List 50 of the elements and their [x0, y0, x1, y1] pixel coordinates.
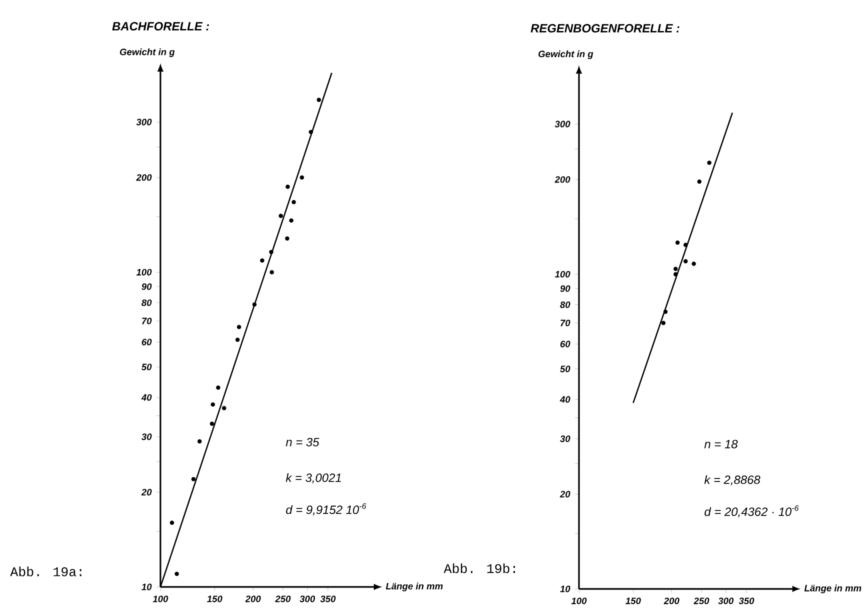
chart-title: REGENBOGENFORELLE :: [530, 24, 680, 33]
y-axis-title: Gewicht in g: [538, 50, 594, 60]
annotation: d = 9,9152 10$^{-6}$: [286, 503, 366, 516]
annotation: d = 20,4362 · 10$^{-6}$: [704, 505, 799, 518]
annotation: k = 3,0021: [286, 473, 341, 484]
caption: Abb. 19a:: [10, 566, 82, 576]
x-tick-label: 150: [626, 598, 641, 604]
y-tick-label: 20: [560, 490, 570, 498]
caption: Abb. 19b:: [444, 563, 515, 574]
chart-title: BACHFORELLE :: [112, 22, 210, 31]
y-tick-label: 20: [141, 488, 152, 496]
y-tick-label: 90: [142, 283, 152, 290]
annotation: n = 35: [286, 438, 320, 446]
y-tick-label: 50: [142, 364, 152, 370]
y-tick-label: 30: [560, 436, 570, 442]
x-axis-title: Länge in mm: [804, 584, 862, 594]
y-tick-label: 80: [560, 302, 570, 308]
y-axis-title: Gewicht in g: [120, 48, 175, 58]
annotation: n = 18: [704, 440, 738, 448]
x-tick-label: 300: [718, 598, 734, 604]
y-tick-label: 100: [554, 271, 570, 278]
x-tick-label: 100: [571, 598, 587, 604]
annotation: k = 2,8868: [704, 475, 760, 486]
y-tick-label: 10: [560, 586, 570, 592]
y-tick-label: 70: [142, 318, 152, 324]
x-tick-label: 250: [275, 596, 291, 602]
x-tick-label: 250: [694, 598, 710, 604]
x-axis-title: Länge in mm: [386, 582, 443, 592]
y-tick-label: 50: [560, 366, 570, 372]
y-tick-label: 100: [136, 269, 152, 276]
x-tick-label: 350: [738, 598, 754, 604]
x-tick-label: 300: [300, 596, 316, 602]
x-tick-label: 350: [320, 596, 336, 602]
y-tick-label: 300: [554, 120, 570, 128]
y-tick-label: 90: [560, 285, 570, 292]
x-tick-label: 200: [245, 596, 261, 602]
x-tick-label: 100: [152, 596, 168, 602]
y-tick-label: 80: [142, 300, 152, 306]
y-tick-label: 30: [142, 434, 152, 440]
y-tick-label: 200: [136, 174, 152, 181]
x-tick-label: 150: [207, 596, 222, 602]
y-tick-label: 200: [554, 176, 570, 183]
y-tick-label: 300: [136, 118, 152, 126]
y-tick-label: 60: [560, 340, 570, 348]
y-tick-label: 40: [141, 394, 152, 401]
y-tick-label: 60: [142, 338, 152, 346]
x-tick-label: 200: [664, 598, 680, 604]
y-tick-label: 10: [142, 584, 152, 590]
y-tick-label: 40: [560, 396, 570, 403]
y-tick-label: 70: [560, 320, 570, 326]
